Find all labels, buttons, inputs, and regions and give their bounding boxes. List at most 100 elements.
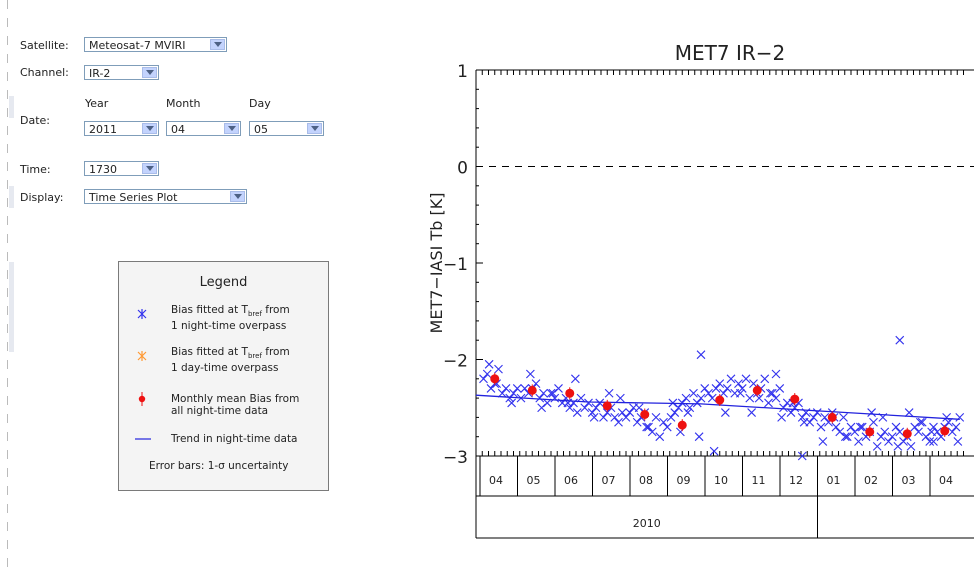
time-select[interactable]: 1730 xyxy=(84,161,159,176)
night-bias-point xyxy=(921,432,931,442)
day-label: Day xyxy=(249,97,271,110)
night-bias-point xyxy=(831,422,841,432)
legend-monthly-text-2: all night-time data xyxy=(171,405,269,417)
legend-trend: Trend in night-time data xyxy=(171,433,298,445)
night-bias-point xyxy=(711,384,721,393)
night-bias-point xyxy=(644,422,653,432)
night-bias-point xyxy=(677,398,687,408)
month-label: 05 xyxy=(527,474,541,487)
display-select[interactable]: Time Series Plot xyxy=(84,189,247,204)
month-label: 09 xyxy=(677,474,691,487)
month-select[interactable]: 04 xyxy=(166,121,241,136)
night-bias-point xyxy=(683,408,693,417)
night-bias-point xyxy=(615,393,625,403)
y-axis-label: MET7−IASI Tb [K] xyxy=(427,193,446,334)
night-bias-point xyxy=(854,437,863,446)
night-bias-point xyxy=(955,413,965,422)
night-bias-point xyxy=(535,393,545,403)
night-bias-point xyxy=(554,384,563,393)
night-bias-point xyxy=(895,427,905,437)
night-bias-point xyxy=(722,384,732,393)
satellite-label: Satellite: xyxy=(20,39,69,52)
night-bias-point xyxy=(482,369,492,379)
legend-night-bias-text-2: from xyxy=(261,304,290,316)
night-bias-point xyxy=(602,408,612,417)
night-bias-point xyxy=(887,432,897,442)
year-select[interactable]: 2011 xyxy=(84,121,159,136)
night-bias-point xyxy=(539,388,548,398)
night-bias-point xyxy=(846,422,856,432)
night-bias-point xyxy=(816,422,826,432)
night-bias-point xyxy=(507,398,517,408)
month-label: 04 xyxy=(489,474,503,487)
dotted-divider xyxy=(7,0,8,572)
legend-day-bias-text-2: from xyxy=(261,346,290,358)
night-bias-point xyxy=(797,413,807,422)
day-select-value: 05 xyxy=(254,123,268,136)
night-bias-point xyxy=(835,427,845,437)
night-bias-point xyxy=(895,335,905,345)
y-tick-label: 1 xyxy=(457,62,468,82)
night-bias-point xyxy=(659,417,668,427)
night-bias-point xyxy=(927,427,937,437)
night-bias-point xyxy=(589,413,599,422)
monthly-mean-marker-icon xyxy=(138,392,146,406)
night-bias-point xyxy=(604,388,614,398)
month-label: 03 xyxy=(902,474,916,487)
night-bias-point xyxy=(899,437,908,446)
night-bias-point xyxy=(850,427,860,437)
night-bias-point xyxy=(621,413,631,422)
night-bias-point xyxy=(546,388,556,398)
night-bias-point xyxy=(767,388,777,398)
night-bias-point xyxy=(595,398,605,408)
night-bias-point xyxy=(537,403,547,413)
chevron-down-icon[interactable] xyxy=(307,123,322,134)
satellite-select[interactable]: Meteosat-7 MVIRI xyxy=(84,37,227,52)
night-bias-point xyxy=(642,422,652,432)
month-label: 07 xyxy=(602,474,616,487)
night-bias-point xyxy=(509,388,518,398)
chevron-down-icon[interactable] xyxy=(210,39,225,50)
legend-day-bias-text-3: 1 day-time overpass xyxy=(171,362,279,375)
night-bias-point xyxy=(929,422,938,432)
chevron-down-icon[interactable] xyxy=(142,123,157,134)
night-bias-point xyxy=(790,403,800,413)
night-bias-point xyxy=(486,384,496,393)
night-bias-point xyxy=(855,422,865,432)
legend-box: Legend Bias fitted at Tbref from 1 night… xyxy=(118,261,329,491)
chevron-down-icon[interactable] xyxy=(224,123,239,134)
night-bias-point xyxy=(666,413,676,422)
night-bias-point xyxy=(867,408,877,417)
month-label: 08 xyxy=(639,474,653,487)
night-bias-point xyxy=(917,417,927,427)
night-bias-point xyxy=(747,408,757,417)
night-bias-point xyxy=(910,422,920,432)
night-bias-point xyxy=(929,437,938,446)
chevron-down-icon[interactable] xyxy=(142,163,157,174)
night-bias-point xyxy=(953,437,963,446)
trend-line xyxy=(475,394,960,420)
night-bias-marker-icon xyxy=(137,309,147,319)
night-bias-point xyxy=(726,374,736,384)
year-label: Year xyxy=(85,97,109,110)
monthly-mean-point xyxy=(490,374,500,384)
day-select[interactable]: 05 xyxy=(249,121,324,136)
monthly-mean-point xyxy=(602,401,612,411)
channel-select[interactable]: IR-2 xyxy=(84,65,159,80)
night-bias-point xyxy=(512,384,522,393)
night-bias-point xyxy=(494,364,503,374)
channel-select-value: IR-2 xyxy=(89,67,111,80)
night-bias-point xyxy=(915,417,925,427)
night-bias-point xyxy=(655,432,665,442)
night-bias-point xyxy=(617,408,627,417)
night-bias-point xyxy=(735,388,745,398)
year-label: 2010 xyxy=(633,517,661,530)
night-bias-point xyxy=(689,388,698,398)
legend-day-bias: Bias fitted at Tbref from 1 day-time ove… xyxy=(171,346,290,374)
night-bias-point xyxy=(497,388,507,398)
chevron-down-icon[interactable] xyxy=(142,67,157,78)
monthly-mean-point xyxy=(640,410,650,420)
chevron-down-icon[interactable] xyxy=(230,191,245,202)
night-bias-point xyxy=(696,393,706,403)
night-bias-point xyxy=(771,393,781,403)
